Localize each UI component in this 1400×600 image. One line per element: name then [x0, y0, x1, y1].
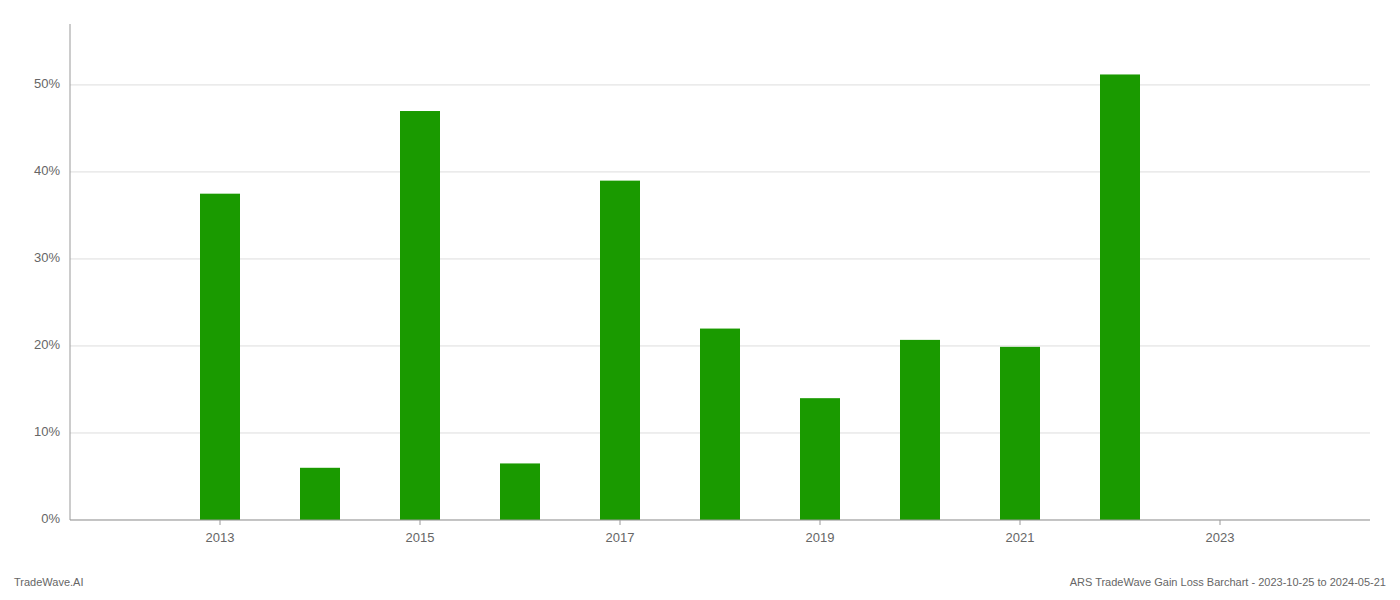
y-tick-label: 40%: [34, 163, 60, 178]
bar: [400, 111, 440, 520]
bars: [200, 74, 1140, 520]
bar: [900, 340, 940, 520]
bar: [200, 194, 240, 520]
chart-container: 0% 10% 20% 30% 40% 50% 2013 2015 2017 2019 2021 202…: [0, 0, 1400, 600]
x-tick: [820, 520, 821, 525]
bar: [300, 468, 340, 520]
grid: [70, 85, 1370, 520]
footer-text: ARS TradeWave Gain Loss Barchart - 2023-…: [1070, 576, 1386, 588]
bar: [500, 463, 540, 520]
grid-line: [70, 520, 1370, 521]
x-tick-label: 2015: [406, 530, 435, 545]
y-tick-label: 50%: [34, 76, 60, 91]
footer-text: TradeWave.AI: [14, 576, 84, 588]
x-tick-label: 2019: [806, 530, 835, 545]
y-tick-label: 20%: [34, 337, 60, 352]
y-axis-line: [70, 24, 71, 520]
x-tick: [220, 520, 221, 525]
y-tick-label: 0%: [41, 511, 60, 526]
y-tick-label: 30%: [34, 250, 60, 265]
bar: [1000, 347, 1040, 520]
grid-line: [70, 84, 1370, 85]
y-tick-label: 10%: [34, 424, 60, 439]
x-tick: [1220, 520, 1221, 525]
grid-line: [70, 258, 1370, 259]
bar: [700, 329, 740, 520]
x-tick-label: 2017: [606, 530, 635, 545]
bar: [1100, 74, 1140, 520]
x-axis-line: [70, 520, 1370, 521]
chart: 0% 10% 20% 30% 40% 50% 2013 2015 2017 2019 2021 202…: [0, 0, 1400, 600]
x-tick: [620, 520, 621, 525]
x-tick-label: 2021: [1006, 530, 1035, 545]
x-tick: [420, 520, 421, 525]
bar: [800, 398, 840, 520]
x-tick: [1020, 520, 1021, 525]
bar: [600, 181, 640, 520]
grid-line: [70, 171, 1370, 172]
x-tick-label: 2013: [206, 530, 235, 545]
x-tick-label: 2023: [1206, 530, 1235, 545]
